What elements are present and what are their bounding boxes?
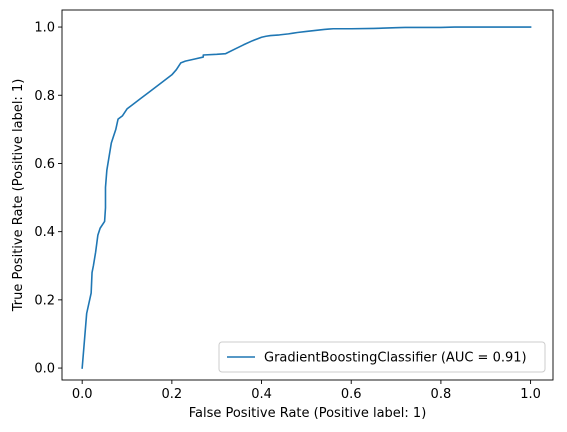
x-tick-label: 0.2	[162, 387, 183, 402]
y-tick-label: 0.6	[34, 157, 55, 172]
x-tick-label: 0.8	[431, 387, 452, 402]
y-tick-label: 1.0	[34, 21, 55, 36]
axes: 0.0 0.2 0.4 0.6 0.8 1.0 0.0 0.2 0.4 0.6 0.8 1.0 Fals…	[11, 9, 554, 421]
x-tick-label: 0.0	[72, 387, 93, 402]
x-axis-label: False Positive Rate (Positive label: 1)	[189, 406, 427, 421]
x-tick-label: 1.0	[520, 387, 541, 402]
y-tick-label: 0.4	[34, 225, 55, 240]
legend: GradientBoostingClassifier (AUC = 0.91)	[218, 341, 546, 373]
x-tick-label: 0.4	[251, 387, 272, 402]
legend-box	[218, 341, 546, 373]
legend-label-0: GradientBoostingClassifier (AUC = 0.91)	[264, 351, 527, 366]
y-axis-label: True Positive Rate (Positive label: 1)	[11, 79, 26, 313]
axes-frame	[61, 9, 554, 381]
series-line-0	[81, 26, 532, 369]
plot-area	[81, 26, 532, 369]
y-tick-label: 0.2	[34, 293, 55, 308]
y-tick-label: 0.0	[34, 362, 55, 377]
y-tick-label: 0.8	[34, 89, 55, 104]
x-tick-label: 0.6	[341, 387, 362, 402]
